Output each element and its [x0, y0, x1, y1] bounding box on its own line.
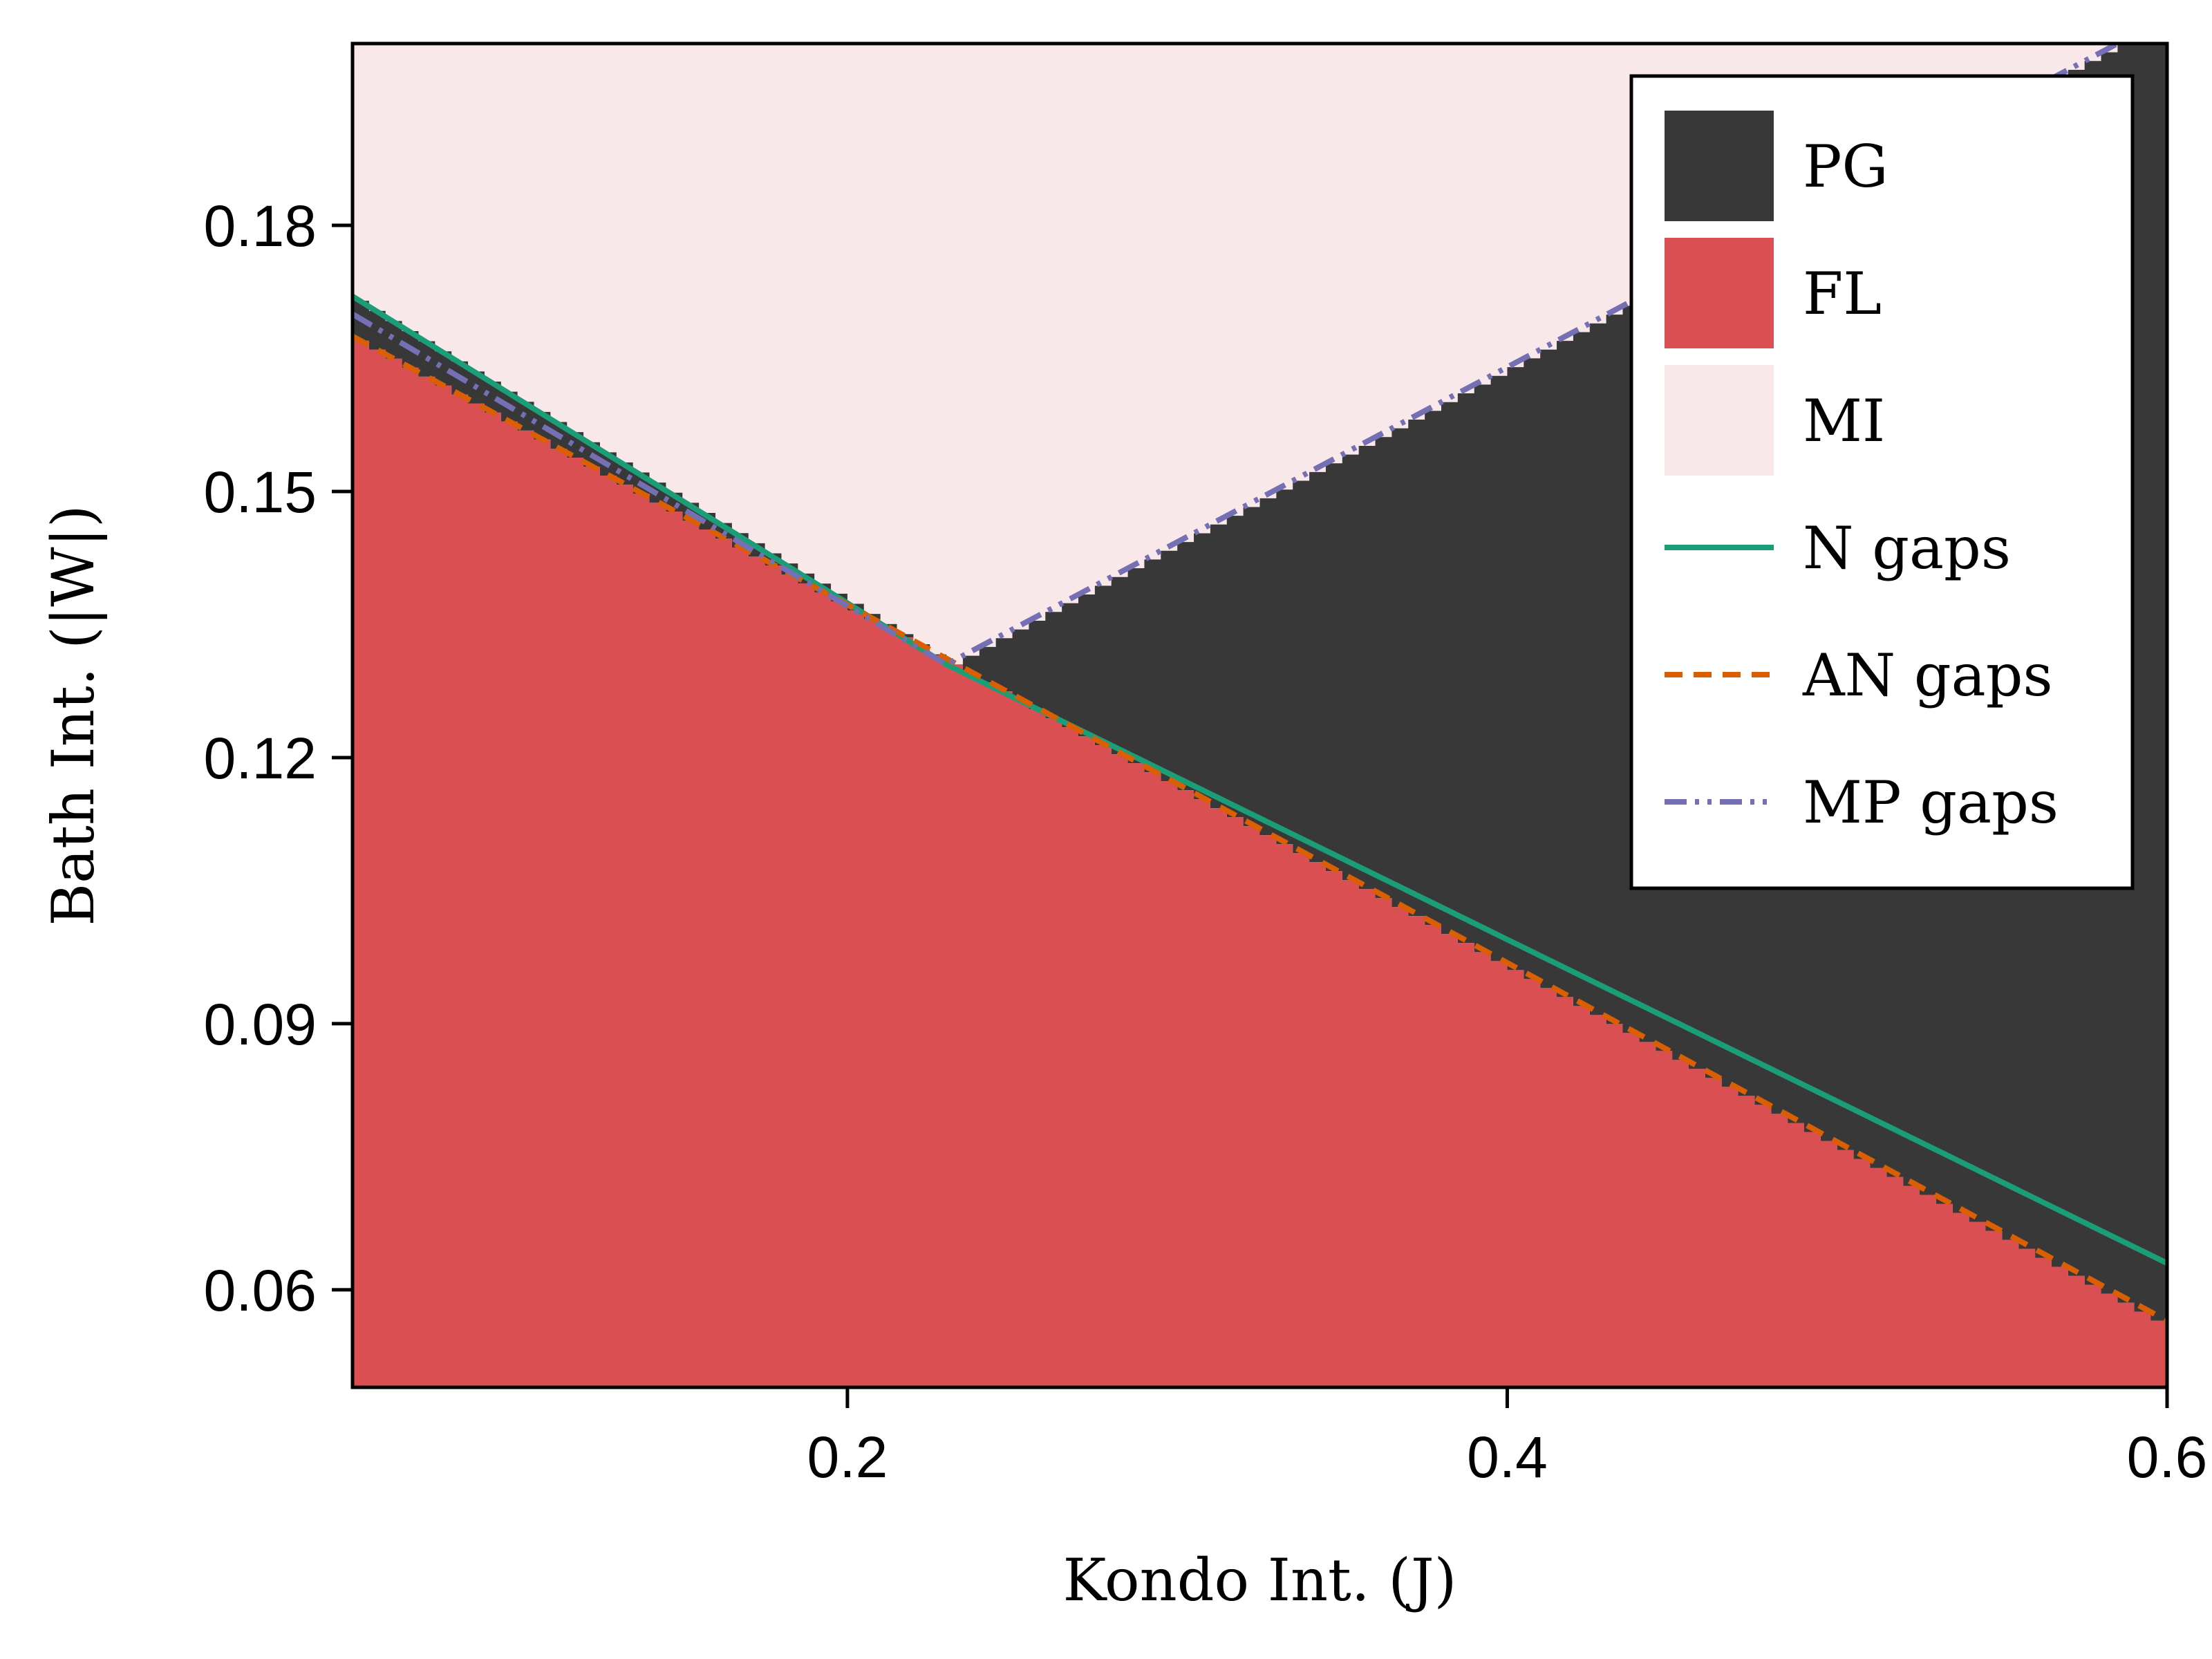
- series-line-n-gaps: [353, 294, 2167, 1266]
- legend-label-mp-gaps: MP gaps: [1803, 769, 2059, 836]
- plot-frame: [350, 41, 2169, 1389]
- x-axis-label: Kondo Int. (J): [1063, 1546, 1457, 1614]
- x-tick-label: 0.6: [2127, 1425, 2208, 1490]
- legend-swatch-mi: [1665, 365, 1774, 476]
- y-tick-label: 0.12: [204, 726, 317, 791]
- legend: PG FL MI N gaps AN gaps MP gaps: [1629, 74, 2135, 890]
- legend-label-n-gaps: N gaps: [1803, 514, 2011, 582]
- legend-label-an-gaps: AN gaps: [1802, 641, 2053, 709]
- y-tick-label: 0.18: [204, 194, 317, 259]
- legend-label-fl: FL: [1803, 260, 1882, 328]
- x-tick-label: 0.4: [1467, 1425, 1548, 1490]
- legend-swatch-pg: [1665, 111, 1774, 221]
- legend-swatch-fl: [1665, 238, 1774, 348]
- x-axis: 0.2 0.4 0.6: [807, 1387, 2208, 1490]
- y-axis-label: Bath Int. (|W|): [39, 505, 107, 926]
- series-line-mp-gaps: [353, 44, 2119, 668]
- y-tick-label: 0.15: [204, 460, 317, 525]
- legend-label-mi: MI: [1803, 387, 1885, 455]
- y-tick-label: 0.06: [204, 1258, 317, 1323]
- region-fl: [353, 340, 2167, 1387]
- y-axis: 0.06 0.09 0.12 0.15 0.18: [204, 194, 353, 1323]
- x-tick-label: 0.2: [807, 1425, 888, 1490]
- series-line-an-gaps: [353, 333, 2167, 1324]
- legend-label-pg: PG: [1803, 133, 1888, 200]
- y-tick-label: 0.09: [204, 992, 317, 1057]
